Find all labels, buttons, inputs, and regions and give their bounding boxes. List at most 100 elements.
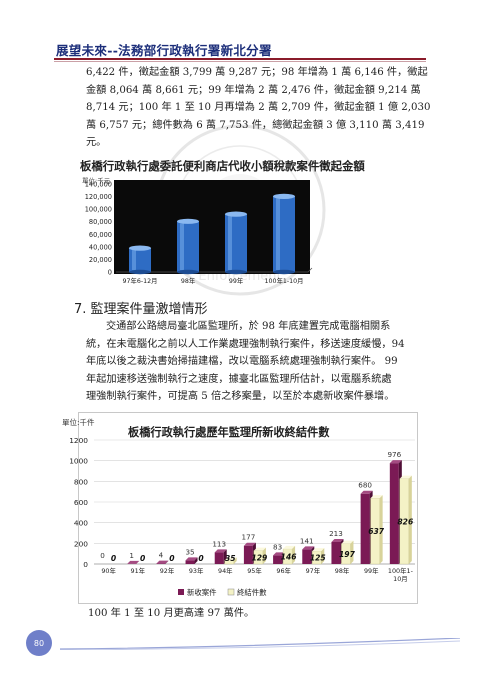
chart2-bar-new-top	[331, 538, 344, 542]
running-header: 展望未來--法務部行政執行署新北分署	[56, 43, 272, 58]
chart2-ytick-label: 0	[83, 560, 88, 569]
chart2-value-label-new: 1	[129, 551, 134, 560]
chart2-bar-new-top	[127, 560, 140, 564]
chart2-bar-new	[214, 552, 224, 564]
header-rule	[54, 58, 426, 60]
chart2-value-label-closed: 0	[169, 554, 175, 563]
chart2-value-label-new: 141	[300, 536, 314, 545]
paragraph-line: 6,422 件，徵起金額 3,799 萬 9,287 元；98 年增為 1 萬 …	[86, 67, 428, 78]
chart2-xtick-label: 90年	[101, 566, 116, 575]
chart2-unit: 單位:千件	[62, 418, 95, 427]
intro-paragraph: 6,422 件，徵起金額 3,799 萬 9,287 元；98 年增為 1 萬 …	[86, 64, 430, 152]
chart2-ytick-label: 600	[74, 498, 88, 507]
chart2-bar-closed-top	[253, 547, 266, 551]
chart2-bar-new-side	[165, 560, 169, 564]
chart2-ytick-label: 200	[74, 539, 88, 548]
chart2-bar-new-top	[273, 552, 286, 556]
chart2-bar-new-top	[156, 560, 169, 564]
chart1-bar-base	[273, 269, 295, 275]
chart2-bar-new	[302, 549, 312, 564]
chart1-ytick-label: 100,000	[85, 206, 112, 214]
chart1-bar-top	[273, 193, 295, 199]
chart2-value-label-closed: 0	[140, 554, 146, 563]
chart1-xtick-label: 97年6-12月	[123, 276, 158, 285]
chart1-bar-base	[225, 269, 247, 275]
chart2-bar-new	[360, 493, 370, 564]
chart1-ytick-label: 140,000	[85, 181, 112, 189]
chart2-bar-closed-side	[292, 545, 296, 564]
chart2-value-label-closed: 146	[281, 552, 298, 561]
chart2-value-label-closed: 35	[225, 554, 236, 563]
chart1-bar-highlight	[276, 198, 280, 270]
chart2-value-label-new: 0	[100, 551, 105, 560]
chart2-legend-label-new: 新收案件	[187, 588, 217, 597]
chart1-bar-base	[177, 269, 199, 275]
chart1-xtick-label: 98年	[181, 276, 195, 285]
chart2-value-label-new: 213	[329, 529, 343, 538]
chart2-bar-closed-side	[262, 547, 266, 564]
closing-text: 100 年 1 至 10 月更高達 97 萬件。	[88, 608, 255, 619]
section-paragraph: 交通部公路總局臺北區監理所，於 98 年底建置完成電腦相關系 統，在未電腦化之前…	[86, 318, 405, 406]
chart2-ytick-label: 1200	[69, 436, 88, 445]
chart2-bar-new-side	[194, 557, 198, 564]
chart2-value-label-new: 976	[387, 450, 401, 459]
chart1-ytick-label: 0	[108, 269, 112, 277]
chart1-bar-top	[129, 245, 151, 251]
chart2-bar-new-top	[302, 546, 315, 550]
chart1-bar-top	[225, 211, 247, 217]
chart1-bar-highlight	[180, 223, 184, 270]
chart2-value-label-closed: 637	[368, 527, 385, 536]
chart2-bar-new-top	[214, 549, 227, 553]
chart1-bar-base	[129, 269, 151, 275]
chart2-legend-swatch-new	[178, 589, 184, 595]
chart2-bar-closed-side	[379, 495, 383, 564]
chart2-ytick-label: 800	[74, 477, 88, 486]
paragraph-line: 元。	[86, 137, 107, 148]
chart2-bar-new	[331, 541, 341, 564]
paragraph-line: 萬 6,757 元；總件數為 6 萬 7,753 件，總徵起金額 3 億 3,1…	[86, 119, 425, 131]
chart1-title: 板橋行政執行處委託便利商店代收小額稅款案件徵起金額	[80, 159, 365, 173]
chart2-ytick-label: 1000	[69, 457, 88, 466]
chart2-xtick-label: 95年	[247, 566, 262, 575]
chart2-bar-closed-top	[370, 495, 383, 499]
chart2-value-label-new: 680	[358, 481, 372, 490]
chart2-value-label-closed: 0	[111, 554, 117, 563]
chart2-bar-new-top	[185, 557, 198, 561]
paragraph-line: 理強制執行案件，可提高 5 倍之移案量，以至於本處新收案件暴增。	[86, 391, 395, 402]
chart2-xtick-label: 93年	[189, 566, 204, 575]
paragraph-line: 年起加速移送強制執行之速度，據臺北區監理所估計，以電腦系統處	[86, 373, 392, 385]
chart2-xtick-label: 99年	[364, 566, 379, 575]
chart2-value-label-new: 4	[159, 551, 164, 560]
chart1-xtick-label: 99年	[229, 276, 243, 285]
chart1-ytick-label: 20,000	[89, 256, 112, 264]
chart1-plot: 0 20,000 40,000 60,000 80,000 100,000 120,000 1…	[85, 180, 313, 285]
chart2-bar-closed-top	[312, 548, 325, 552]
chart2-bar-closed-top	[399, 475, 412, 479]
paragraph-line: 統，在未電腦化之前以人工作業處理強制執行案件，移送速度緩慢，94	[86, 338, 405, 350]
chart2-legend-label-closed: 終結件數	[237, 588, 267, 597]
chart1-ytick-label: 120,000	[85, 193, 112, 201]
chart1-xtick-label: 100年1-10月	[265, 276, 304, 285]
chart2-value-label-new: 83	[273, 542, 282, 551]
chart1-unit: 單位:千元	[82, 177, 111, 185]
chart2-value-label-new: 177	[242, 533, 256, 542]
chart2-value-label-closed: 826	[397, 517, 414, 526]
chart2-xtick-label: 100年1-	[388, 566, 413, 575]
chart2-title: 板橋行政執行處歷年監理所新收終結件數	[128, 426, 330, 439]
chart2-xtick-label: 96年	[276, 566, 291, 575]
chart2-value-label-closed: 0	[198, 554, 204, 563]
chart2-bar-new-top	[389, 460, 402, 464]
chart2-bar-closed-side	[408, 475, 412, 564]
chart2-xtick-label: 10月	[393, 575, 408, 583]
chart1-ytick-label: 60,000	[89, 231, 112, 239]
chart1-ytick-label: 40,000	[89, 243, 112, 251]
chart2-bar-new	[389, 463, 399, 564]
chart2-bar-closed-top	[341, 540, 354, 544]
chart2-value-label-new: 113	[212, 539, 226, 548]
chart2-xtick-label: 97年	[306, 566, 321, 575]
chart2-bar-new	[243, 545, 253, 564]
chart2-bar-closed-side	[350, 540, 354, 564]
section-heading: 7. 監理案件量激增情形	[74, 302, 208, 317]
